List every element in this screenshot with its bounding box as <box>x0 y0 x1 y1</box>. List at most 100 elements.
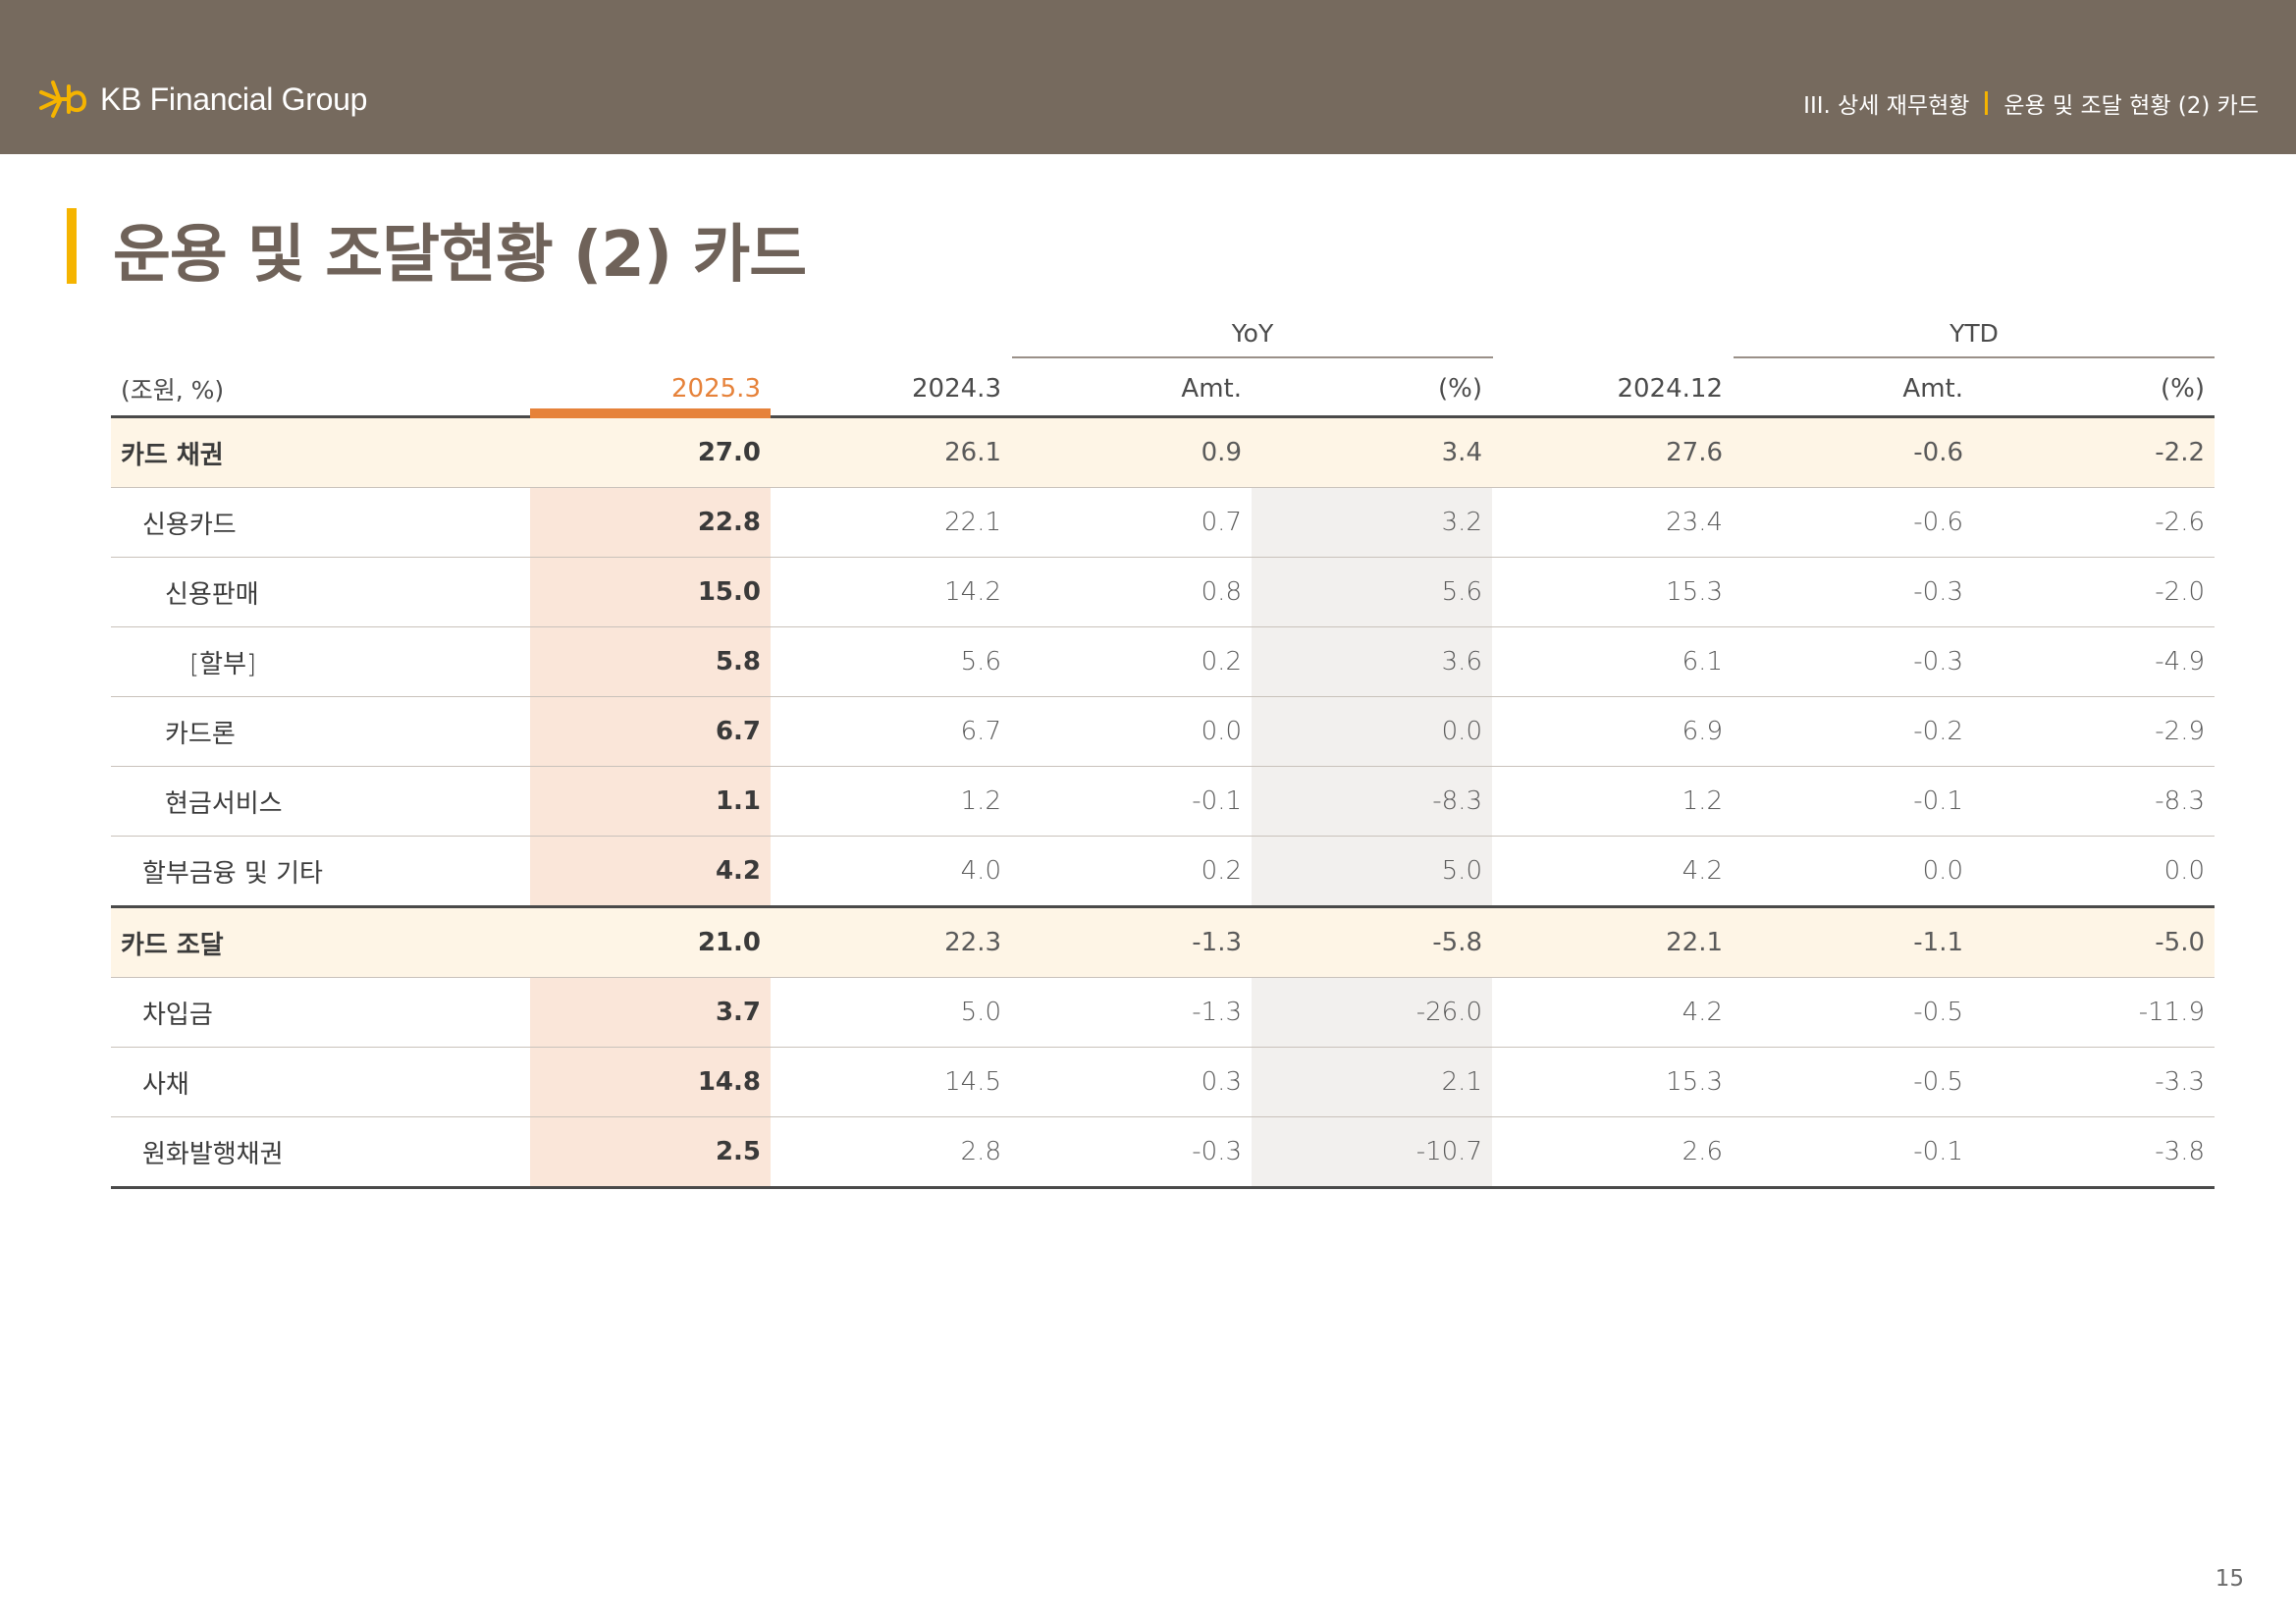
table-row: 신용카드 22.8 22.1 0.7 3.2 23.4 -0.6 -2.6 <box>111 487 2215 558</box>
cell: -0.5 <box>1733 977 1973 1048</box>
page-title: 운용 및 조달현황 (2) 카드 <box>113 219 807 292</box>
cell: -2.0 <box>1973 557 2215 627</box>
cell: 2.1 <box>1252 1047 1492 1117</box>
cell-current: 15.0 <box>530 557 771 627</box>
row-label: 카드 채권 <box>111 416 530 488</box>
row-label: 신용판매 <box>111 557 530 627</box>
cell: -3.8 <box>1973 1116 2215 1189</box>
brand-name: KB Financial Group <box>100 81 368 117</box>
cell-current: 5.8 <box>530 626 771 697</box>
breadcrumb: III. 상세 재무현황 운용 및 조달 현황 (2) 카드 <box>1803 86 2259 120</box>
top-header-bar: KB Financial Group III. 상세 재무현황 운용 및 조달 … <box>0 0 2296 154</box>
card-funding-table: (조원, %) 2025.3 2024.3 Amt. (%) 2024.12 A… <box>111 361 2215 1189</box>
breadcrumb-section: III. 상세 재무현황 <box>1803 93 1970 119</box>
cell: -2.6 <box>1973 487 2215 558</box>
cell-current: 27.0 <box>530 416 771 488</box>
col-header-current: 2025.3 <box>530 361 771 418</box>
cell: -0.2 <box>1733 696 1973 767</box>
cell: -0.6 <box>1733 487 1973 558</box>
cell: -2.2 <box>1973 416 2215 488</box>
cell: 0.2 <box>1011 836 1252 908</box>
cell: -1.1 <box>1733 906 1973 978</box>
cell: -0.3 <box>1011 1116 1252 1189</box>
cell: -10.7 <box>1252 1116 1492 1189</box>
cell: 5.0 <box>771 977 1011 1048</box>
breadcrumb-divider <box>1985 91 1989 115</box>
cell: 3.2 <box>1252 487 1492 558</box>
cell: 0.0 <box>1733 836 1973 908</box>
cell: -26.0 <box>1252 977 1492 1048</box>
table-row: 현금서비스 1.1 1.2 -0.1 -8.3 1.2 -0.1 -8.3 <box>111 766 2215 837</box>
cell: 1.2 <box>1492 766 1733 837</box>
col-header-ytd-amt: Amt. <box>1733 361 1973 418</box>
cell: -0.3 <box>1733 557 1973 627</box>
cell: -1.3 <box>1011 906 1252 978</box>
cell: 26.1 <box>771 416 1011 488</box>
col-header-prior-year: 2024.3 <box>771 361 1011 418</box>
row-label: 카드 조달 <box>111 906 530 978</box>
cell: 4.2 <box>1492 977 1733 1048</box>
cell: 22.3 <box>771 906 1011 978</box>
cell: 3.6 <box>1252 626 1492 697</box>
cell: 5.6 <box>771 626 1011 697</box>
col-header-ytd-pct: (%) <box>1973 361 2215 418</box>
cell: 3.4 <box>1252 416 1492 488</box>
cell: 4.2 <box>1492 836 1733 908</box>
cell: -11.9 <box>1973 977 2215 1048</box>
cell: -5.0 <box>1973 906 2215 978</box>
brand-logo: KB Financial Group <box>39 79 367 120</box>
cell: 6.9 <box>1492 696 1733 767</box>
unit-label: (조원, %) <box>111 361 530 418</box>
cell: 22.1 <box>1492 906 1733 978</box>
cell: 0.3 <box>1011 1047 1252 1117</box>
cell: -2.9 <box>1973 696 2215 767</box>
cell: 15.3 <box>1492 1047 1733 1117</box>
cell: -8.3 <box>1973 766 2215 837</box>
cell: -0.1 <box>1733 1116 1973 1189</box>
cell: 0.0 <box>1252 696 1492 767</box>
cell: 22.1 <box>771 487 1011 558</box>
col-header-yoy-amt: Amt. <box>1011 361 1252 418</box>
group-header-yoy: YoY <box>1012 319 1493 358</box>
row-label: 현금서비스 <box>111 766 530 837</box>
cell: -1.3 <box>1011 977 1252 1048</box>
cell-current: 22.8 <box>530 487 771 558</box>
row-label: 차입금 <box>111 977 530 1048</box>
table-row: 원화발행채권 2.5 2.8 -0.3 -10.7 2.6 -0.1 -3.8 <box>111 1116 2215 1189</box>
cell: 2.6 <box>1492 1116 1733 1189</box>
cell: 0.8 <box>1011 557 1252 627</box>
cell: 0.0 <box>1973 836 2215 908</box>
group-header-ytd: YTD <box>1734 319 2215 358</box>
table-row: 사채 14.8 14.5 0.3 2.1 15.3 -0.5 -3.3 <box>111 1047 2215 1117</box>
cell: -0.1 <box>1733 766 1973 837</box>
cell-current: 21.0 <box>530 906 771 978</box>
table-header-row: (조원, %) 2025.3 2024.3 Amt. (%) 2024.12 A… <box>111 361 2215 418</box>
col-header-prior-quarter: 2024.12 <box>1492 361 1733 418</box>
row-label: [할부] <box>111 626 530 697</box>
cell: 0.9 <box>1011 416 1252 488</box>
cell: -8.3 <box>1252 766 1492 837</box>
breadcrumb-page: 운용 및 조달 현황 (2) 카드 <box>2003 93 2259 119</box>
row-label: 사채 <box>111 1047 530 1117</box>
table-row: [할부] 5.8 5.6 0.2 3.6 6.1 -0.3 -4.9 <box>111 626 2215 697</box>
cell: 5.0 <box>1252 836 1492 908</box>
cell: -5.8 <box>1252 906 1492 978</box>
row-label: 신용카드 <box>111 487 530 558</box>
cell: 0.2 <box>1011 626 1252 697</box>
cell: -3.3 <box>1973 1047 2215 1117</box>
table-row: 카드 조달 21.0 22.3 -1.3 -5.8 22.1 -1.1 -5.0 <box>111 906 2215 978</box>
cell: 14.2 <box>771 557 1011 627</box>
cell: 1.2 <box>771 766 1011 837</box>
kb-star-logo-icon <box>39 81 87 118</box>
row-label: 할부금융 및 기타 <box>111 836 530 908</box>
cell: 2.8 <box>771 1116 1011 1189</box>
table-row: 카드 채권 27.0 26.1 0.9 3.4 27.6 -0.6 -2.2 <box>111 416 2215 488</box>
title-accent-bar <box>67 208 77 284</box>
cell-current: 1.1 <box>530 766 771 837</box>
cell: 15.3 <box>1492 557 1733 627</box>
cell: 6.1 <box>1492 626 1733 697</box>
cell: -0.3 <box>1733 626 1973 697</box>
cell: 6.7 <box>771 696 1011 767</box>
table-row: 카드론 6.7 6.7 0.0 0.0 6.9 -0.2 -2.9 <box>111 696 2215 767</box>
table-row: 차입금 3.7 5.0 -1.3 -26.0 4.2 -0.5 -11.9 <box>111 977 2215 1048</box>
